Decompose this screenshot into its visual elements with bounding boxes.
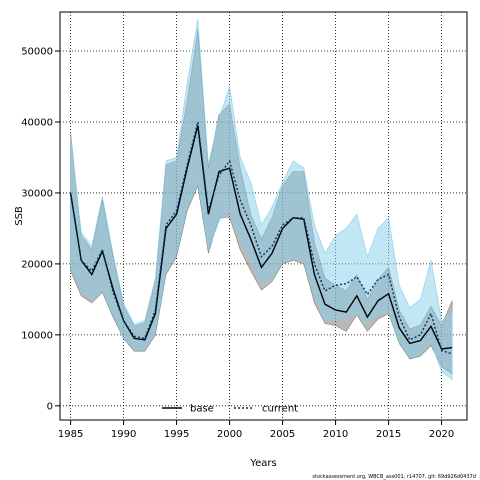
y-axis-title: SSB (14, 206, 25, 226)
x-tick-label-2005: 2005 (270, 429, 295, 440)
axis-ticks: 1985 1990 1995 2000 2005 2010 2015 2020 0 10000 20… (21, 47, 454, 440)
x-tick-label-2020: 2020 (429, 429, 454, 440)
x-tick-label-1990: 1990 (111, 429, 136, 440)
x-tick-label-2010: 2010 (323, 429, 348, 440)
legend-label-current: current (262, 404, 298, 415)
plot-frame (59, 11, 468, 421)
x-tick-label-1995: 1995 (164, 429, 189, 440)
x-tick-label-2015: 2015 (376, 429, 401, 440)
x-axis-title: Years (249, 458, 276, 469)
x-tick-label-2000: 2000 (217, 429, 242, 440)
y-tick-label-20000: 20000 (21, 259, 53, 270)
grid-lines (60, 12, 467, 420)
y-tick-label-40000: 40000 (21, 117, 53, 128)
legend: base current (162, 404, 298, 415)
line-base (69, 125, 453, 350)
legend-label-base: base (190, 404, 214, 415)
y-tick-label-50000: 50000 (21, 47, 53, 58)
y-tick-label-10000: 10000 (21, 330, 53, 341)
confidence-bands (70, 19, 453, 381)
line-current (69, 121, 453, 355)
series-lines (69, 121, 453, 355)
band-current (70, 19, 453, 381)
y-tick-label-30000: 30000 (21, 188, 53, 199)
x-tick-label-1985: 1985 (58, 429, 83, 440)
footnote: stockassessment.org, WBCB_ass001, r14707… (312, 474, 476, 480)
y-tick-label-0: 0 (47, 401, 53, 412)
